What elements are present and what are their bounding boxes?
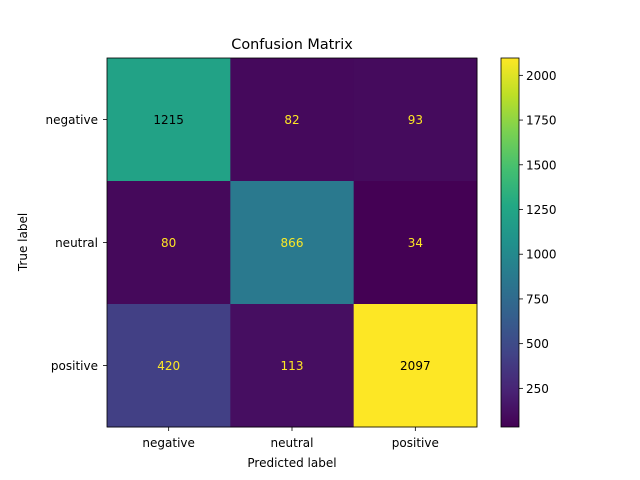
y-tick-label: positive bbox=[51, 359, 98, 373]
y-axis-label: True label bbox=[16, 213, 30, 272]
x-tick-label: positive bbox=[392, 436, 439, 450]
cell-value-label: 2097 bbox=[400, 359, 431, 373]
colorbar-tick-label: 1250 bbox=[526, 203, 557, 217]
y-tick-label: neutral bbox=[55, 236, 98, 250]
heatmap-cell bbox=[230, 181, 355, 305]
cell-value-label: 866 bbox=[281, 236, 304, 250]
heatmap-cell bbox=[353, 58, 478, 182]
x-tick-label: neutral bbox=[271, 436, 314, 450]
x-axis-label: Predicted label bbox=[247, 456, 336, 470]
heatmap-cell bbox=[107, 58, 231, 182]
cell-value-label: 93 bbox=[408, 113, 423, 127]
colorbar-tick-label: 1000 bbox=[526, 248, 557, 262]
chart-title: Confusion Matrix bbox=[231, 37, 353, 53]
colorbar-tick-label: 2000 bbox=[526, 69, 557, 83]
colorbar-tick-label: 1750 bbox=[526, 114, 557, 128]
colorbar-tick-label: 250 bbox=[526, 382, 549, 396]
heatmap-cell-labels: 1215 82 93 80 866 34 420 113 2097 bbox=[153, 113, 430, 373]
cell-value-label: 82 bbox=[284, 113, 299, 127]
cell-value-label: 34 bbox=[408, 236, 423, 250]
x-axis-ticks: negative neutral positive bbox=[142, 427, 439, 450]
colorbar-ticks: 250 500 750 1000 1250 1500 1750 2000 bbox=[519, 69, 557, 396]
heatmap-cell bbox=[230, 58, 355, 182]
cell-value-label: 80 bbox=[161, 236, 176, 250]
y-axis-ticks: negative neutral positive bbox=[46, 113, 107, 373]
cell-value-label: 420 bbox=[157, 359, 180, 373]
cell-value-label: 113 bbox=[281, 359, 304, 373]
colorbar-tick-label: 750 bbox=[526, 292, 549, 306]
colorbar-tick-label: 1500 bbox=[526, 158, 557, 172]
heatmap-cell bbox=[107, 304, 231, 428]
heatmap-cells bbox=[107, 58, 478, 428]
x-tick-label: negative bbox=[142, 436, 194, 450]
heatmap-cell bbox=[107, 181, 231, 305]
heatmap-cell bbox=[230, 304, 355, 428]
colorbar bbox=[500, 57, 520, 428]
heatmap-cell bbox=[353, 181, 478, 305]
heatmap-cell bbox=[353, 304, 478, 428]
cell-value-label: 1215 bbox=[153, 113, 184, 127]
y-tick-label: negative bbox=[46, 113, 98, 127]
colorbar-tick-label: 500 bbox=[526, 337, 549, 351]
